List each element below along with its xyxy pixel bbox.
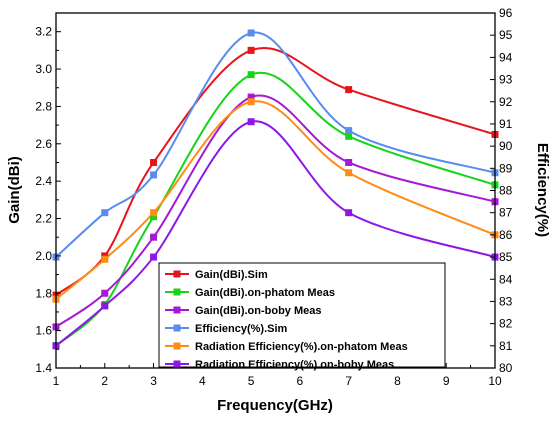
legend-swatch-marker <box>173 360 181 368</box>
series-3-point-4 <box>247 93 255 101</box>
series-4-point-4 <box>247 29 255 37</box>
legend-label: Efficiency(%).Sim <box>195 323 288 335</box>
y-right-tick-label: 83 <box>499 294 513 308</box>
x-axis-title: Frequency(GHz) <box>217 397 333 414</box>
series-6-point-4 <box>247 118 255 126</box>
legend-label: Gain(dBi).on-phatom Meas <box>195 287 335 299</box>
series-6-point-2 <box>101 302 109 310</box>
series-5-point-2 <box>101 255 109 263</box>
y-right-tick-label: 81 <box>499 339 513 353</box>
y-left-tick-label: 2.6 <box>35 137 52 151</box>
x-tick-label: 6 <box>297 374 304 388</box>
y-left-tick-label: 1.6 <box>35 324 52 338</box>
y-left-tick-label: 2.2 <box>35 212 52 226</box>
y-right-tick-label: 95 <box>499 28 513 42</box>
legend-label: Gain(dBi).on-boby Meas <box>195 305 322 317</box>
x-tick-label: 8 <box>394 374 401 388</box>
y-right-tick-label: 91 <box>499 117 513 131</box>
legend-swatch-marker <box>173 288 181 296</box>
series-3-point-3 <box>150 233 158 241</box>
y-right-tick-label: 80 <box>499 361 513 375</box>
series-3-point-2 <box>101 289 109 297</box>
series-2-point-4 <box>247 71 255 79</box>
y-right-axis-title: Efficiency(%) <box>534 143 550 237</box>
y-right-tick-label: 93 <box>499 73 513 87</box>
legend-box <box>158 262 446 368</box>
series-3-point-5 <box>345 158 353 166</box>
series-2-point-3 <box>150 213 158 221</box>
series-1-point-5 <box>345 86 353 94</box>
series-4-point-2 <box>101 209 109 217</box>
y-left-tick-label: 2.8 <box>35 99 52 113</box>
series-1-point-3 <box>150 158 158 166</box>
y-right-tick-label: 90 <box>499 139 513 153</box>
legend-swatch-marker <box>173 342 181 350</box>
legend-label: Radiation Efficiency(%).on-boby Meas <box>195 359 394 371</box>
y-left-axis-ticks: 1.4 1.6 1.8 2.0 2.2 2.4 2.6 2.8 3.0 3.2 <box>35 25 61 375</box>
series-2-point-5 <box>345 132 353 140</box>
series-line-1 <box>55 47 496 296</box>
series-4-point-5 <box>345 127 353 135</box>
x-tick-label: 2 <box>101 374 108 388</box>
x-axis-ticks: 1 2 3 4 5 6 7 8 9 10 <box>53 363 502 388</box>
x-tick-label: 4 <box>199 374 206 388</box>
series-5-point-5 <box>345 169 353 177</box>
y-right-tick-label: 96 <box>499 6 513 20</box>
series-6-point-3 <box>150 253 158 261</box>
y-left-tick-label: 3.0 <box>35 62 52 76</box>
y-right-tick-label: 87 <box>499 206 513 220</box>
series-1-point-4 <box>247 46 255 54</box>
y-right-tick-label: 89 <box>499 161 513 175</box>
x-tick-label: 5 <box>248 374 255 388</box>
y-right-axis-ticks: 80 81 82 83 84 85 86 87 88 89 90 91 92 93 94 95 96 <box>490 6 513 375</box>
legend-label: Gain(dBi).Sim <box>195 269 268 281</box>
legend-swatch-marker <box>173 306 181 314</box>
y-right-tick-label: 92 <box>499 95 513 109</box>
y-right-tick-label: 86 <box>499 228 513 242</box>
x-tick-label: 10 <box>488 374 502 388</box>
legend-swatch-marker <box>173 270 181 278</box>
x-tick-label: 3 <box>150 374 157 388</box>
y-left-axis-title: Gain(dBi) <box>6 156 23 224</box>
y-left-tick-label: 2.4 <box>35 174 52 188</box>
series-5-point-4 <box>247 98 255 106</box>
legend: Gain(dBi).Sim Gain(dBi).on-phatom Meas Gai… <box>158 262 446 371</box>
y-right-tick-label: 85 <box>499 250 513 264</box>
y-right-tick-label: 88 <box>499 184 513 198</box>
legend-swatch-marker <box>173 324 181 332</box>
y-left-tick-label: 1.8 <box>35 286 52 300</box>
legend-label: Radiation Efficiency(%).on-phatom Meas <box>195 341 408 353</box>
y-right-tick-label: 94 <box>499 50 513 64</box>
series-4-point-3 <box>150 171 158 179</box>
y-right-tick-label: 82 <box>499 317 513 331</box>
y-right-tick-label: 84 <box>499 272 513 286</box>
x-tick-label: 7 <box>345 374 352 388</box>
x-tick-label: 9 <box>443 374 450 388</box>
y-left-tick-label: 1.4 <box>35 361 52 375</box>
series-6-point-5 <box>345 209 353 217</box>
x-tick-label: 1 <box>53 374 60 388</box>
series-5-point-3 <box>150 209 158 217</box>
y-left-tick-label: 3.2 <box>35 25 52 39</box>
y-left-tick-label: 2.0 <box>35 249 52 263</box>
